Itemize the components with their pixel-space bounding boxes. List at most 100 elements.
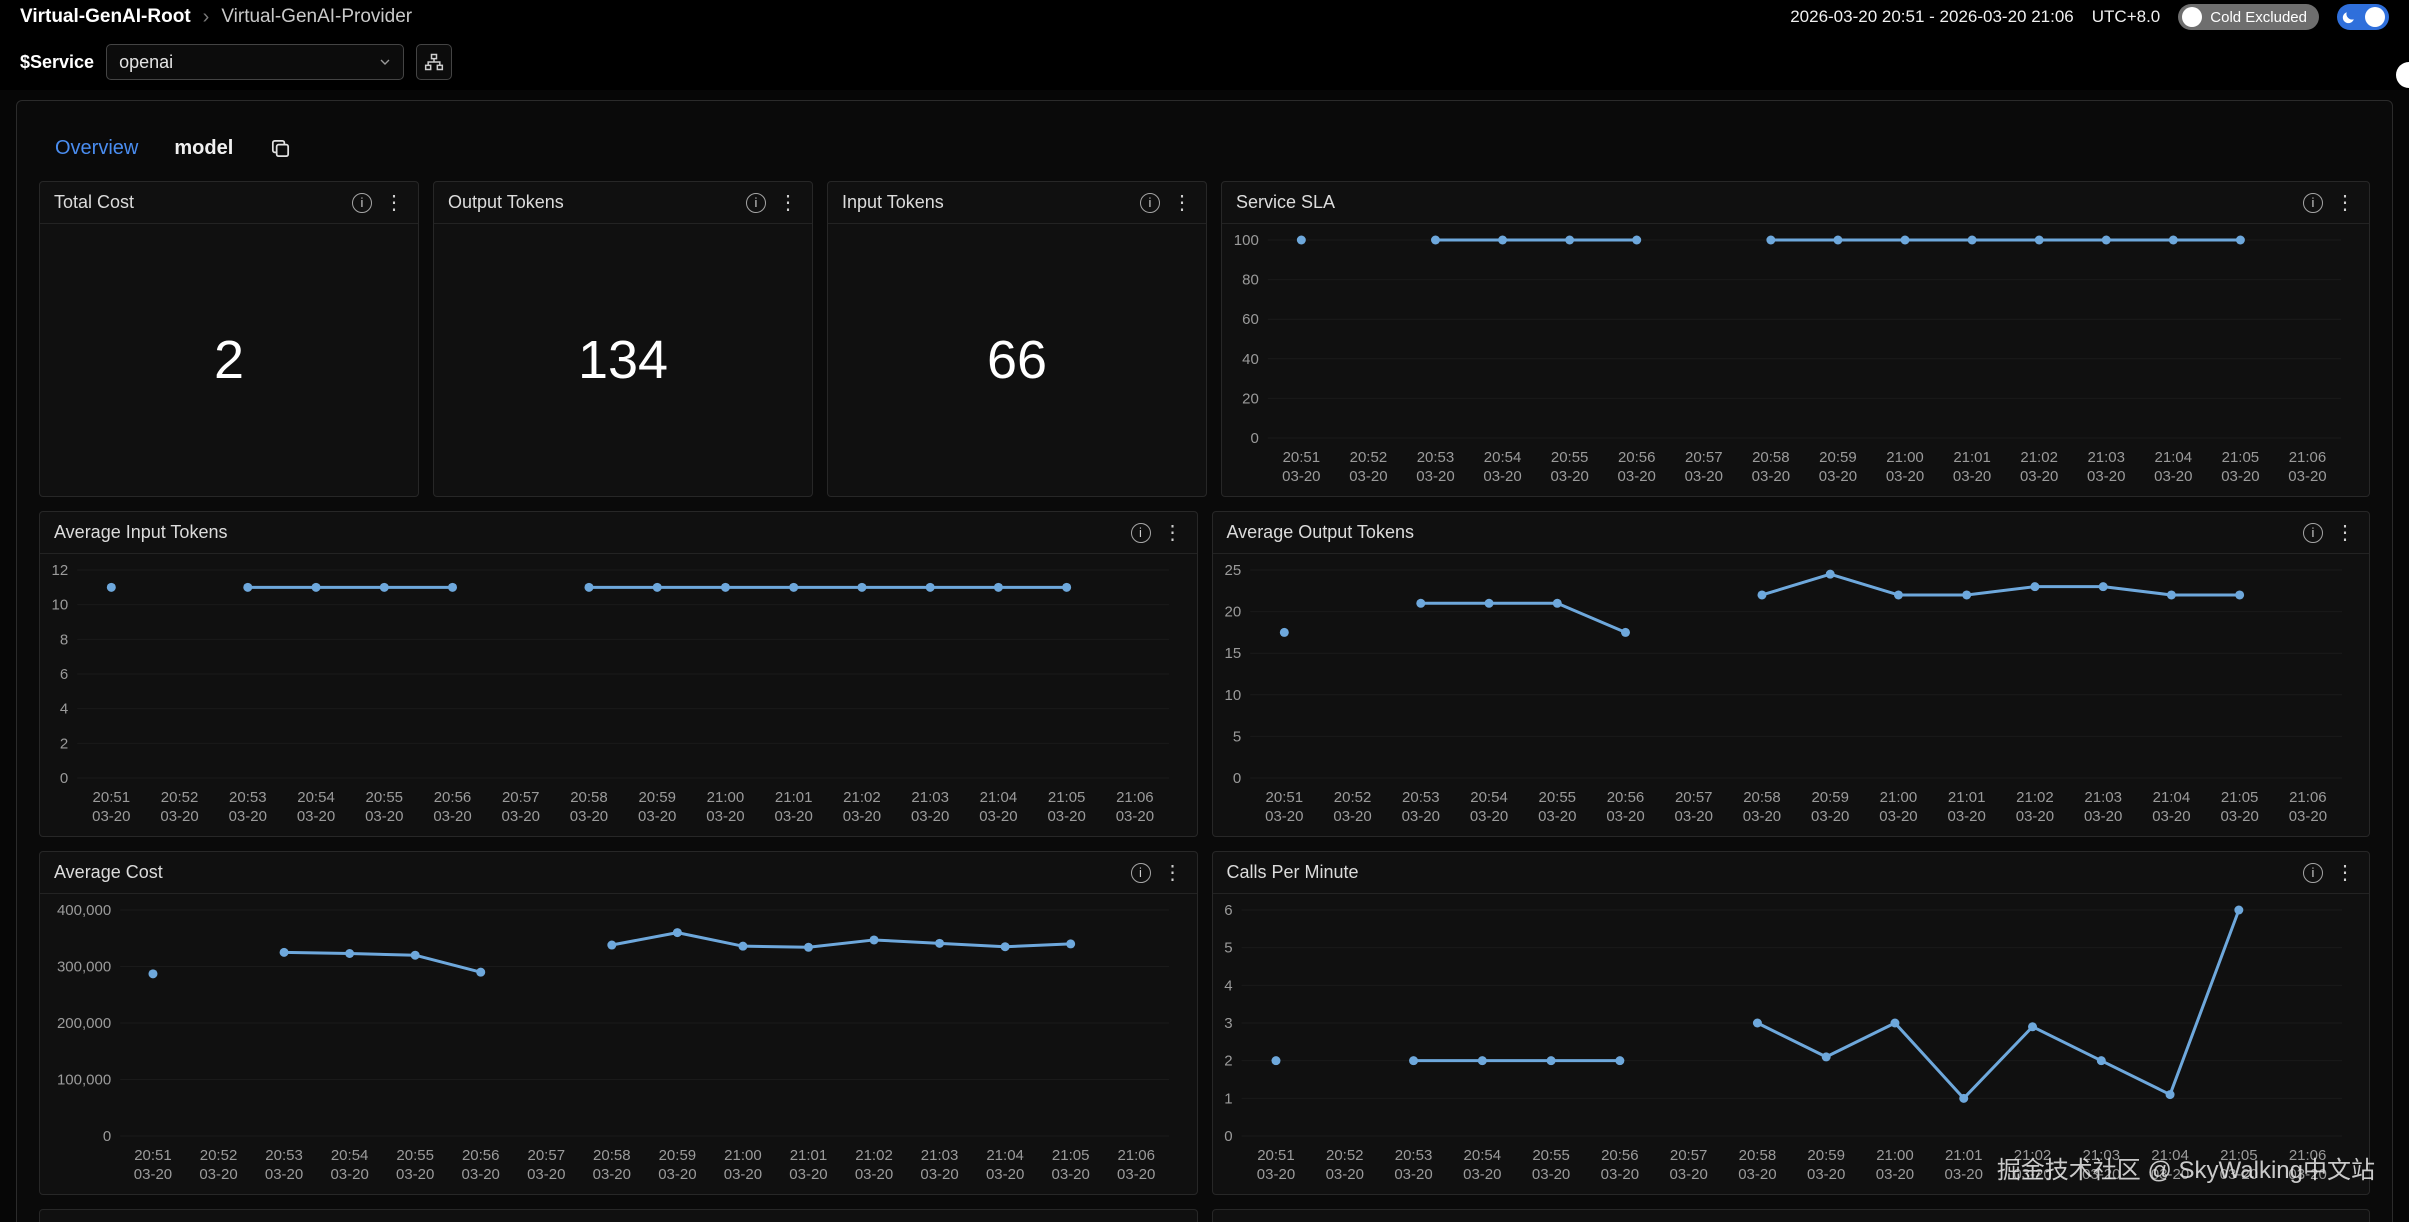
svg-text:03-20: 03-20 [1811, 808, 1849, 825]
svg-text:20:56: 20:56 [1606, 789, 1644, 806]
svg-text:300,000: 300,000 [57, 959, 111, 976]
svg-text:20:58: 20:58 [1738, 1147, 1776, 1164]
svg-text:03-20: 03-20 [365, 808, 403, 825]
copy-icon[interactable] [269, 137, 292, 160]
kebab-menu-icon[interactable]: ⋮ [1162, 521, 1183, 544]
service-select-value: openai [119, 51, 174, 72]
floating-button[interactable] [2396, 62, 2409, 88]
svg-text:20:59: 20:59 [1819, 449, 1857, 466]
tab-model[interactable]: model [174, 136, 234, 159]
svg-text:21:05: 21:05 [2220, 1147, 2258, 1164]
kebab-menu-icon[interactable]: ⋮ [2335, 191, 2355, 214]
panel-title: Average Output Tokens [1226, 522, 1414, 542]
svg-text:21:06: 21:06 [1116, 789, 1154, 806]
svg-text:21:03: 21:03 [2084, 789, 2122, 806]
info-icon[interactable]: i [2303, 192, 2323, 213]
breadcrumb-root[interactable]: Virtual-GenAI-Root [20, 6, 191, 27]
svg-text:21:05: 21:05 [1052, 1147, 1090, 1164]
info-icon[interactable]: i [2303, 862, 2323, 883]
breadcrumb-current[interactable]: Virtual-GenAI-Provider [221, 6, 413, 27]
svg-text:03-20: 03-20 [502, 808, 540, 825]
panel-average-cost: Average Cost i ⋮ 0 100,000 200,000 300,000 4… [39, 851, 1198, 1195]
svg-text:03-20: 03-20 [433, 808, 471, 825]
svg-text:03-20: 03-20 [2154, 468, 2192, 485]
svg-text:03-20: 03-20 [1738, 1166, 1776, 1183]
panel-output-tokens: Output Tokens i ⋮ 134 [433, 181, 813, 497]
svg-text:21:04: 21:04 [980, 789, 1018, 806]
topology-button[interactable] [416, 44, 453, 80]
panel-input-tokens: Input Tokens i ⋮ 66 [827, 181, 1207, 497]
svg-text:21:06: 21:06 [1117, 1147, 1155, 1164]
tab-overview[interactable]: Overview [55, 136, 139, 159]
svg-text:03-20: 03-20 [396, 1166, 434, 1183]
kebab-menu-icon[interactable]: ⋮ [1162, 861, 1183, 884]
svg-text:20:52: 20:52 [1333, 789, 1371, 806]
svg-text:80: 80 [1242, 272, 1259, 289]
svg-text:03-20: 03-20 [1483, 468, 1521, 485]
svg-text:21:02: 21:02 [843, 789, 881, 806]
kebab-menu-icon[interactable]: ⋮ [2335, 861, 2355, 884]
svg-text:20:58: 20:58 [593, 1147, 631, 1164]
svg-text:0: 0 [103, 1128, 111, 1145]
svg-text:03-20: 03-20 [2220, 808, 2258, 825]
svg-text:20:58: 20:58 [1743, 789, 1781, 806]
kebab-menu-icon[interactable]: ⋮ [2335, 521, 2355, 544]
panel-header: Total Cost i ⋮ [40, 182, 418, 224]
svg-text:03-20: 03-20 [1333, 808, 1371, 825]
svg-text:21:03: 21:03 [2087, 449, 2125, 466]
panel-calls-per-minute: Calls Per Minute i ⋮ 0 1 2 3 4 5 6 20:51 03-20 20… [1211, 851, 2370, 1195]
svg-text:2: 2 [1224, 1053, 1232, 1070]
svg-text:20:55: 20:55 [1538, 789, 1576, 806]
kebab-menu-icon[interactable]: ⋮ [384, 191, 404, 214]
svg-text:03-20: 03-20 [1047, 808, 1085, 825]
svg-text:03-20: 03-20 [297, 808, 335, 825]
svg-text:03-20: 03-20 [855, 1166, 893, 1183]
timezone-selector[interactable]: UTC+8.0 [2091, 7, 2161, 26]
info-icon[interactable]: i [1130, 862, 1151, 883]
kebab-menu-icon[interactable]: ⋮ [1172, 191, 1192, 214]
svg-text:10: 10 [52, 597, 69, 614]
panel-header: Average Cost i ⋮ [40, 852, 1197, 894]
service-select[interactable]: openai [106, 44, 405, 80]
time-range-picker[interactable]: 2026-03-20 20:51 - 2026-03-20 21:06 [1790, 7, 2074, 26]
svg-text:03-20: 03-20 [2150, 1166, 2188, 1183]
svg-text:21:05: 21:05 [2220, 789, 2258, 806]
dashboard-tabs: Overview model [39, 123, 2370, 167]
svg-text:20:54: 20:54 [1470, 789, 1508, 806]
svg-text:03-20: 03-20 [2083, 808, 2121, 825]
svg-text:03-20: 03-20 [1394, 1166, 1432, 1183]
info-icon[interactable]: i [746, 192, 766, 213]
dark-mode-toggle[interactable] [2337, 4, 2389, 30]
svg-text:03-20: 03-20 [658, 1166, 696, 1183]
svg-text:03-20: 03-20 [160, 808, 198, 825]
panel-header: Service SLA i ⋮ [1222, 182, 2369, 224]
svg-text:20:52: 20:52 [1350, 449, 1388, 466]
svg-text:20:54: 20:54 [297, 789, 335, 806]
svg-text:0: 0 [1224, 1128, 1232, 1145]
panel-row-3: Average Cost i ⋮ 0 100,000 200,000 300,000 4… [39, 851, 2370, 1195]
info-icon[interactable]: i [1140, 192, 1160, 213]
svg-text:20:57: 20:57 [1669, 1147, 1707, 1164]
cold-excluded-toggle[interactable]: Cold Excluded [2178, 4, 2319, 30]
svg-text:21:01: 21:01 [1953, 449, 1991, 466]
kebab-menu-icon[interactable]: ⋮ [778, 191, 798, 214]
svg-text:20:59: 20:59 [1807, 1147, 1845, 1164]
svg-text:4: 4 [1224, 977, 1232, 994]
svg-text:03-20: 03-20 [1669, 1166, 1707, 1183]
svg-text:20:51: 20:51 [1283, 449, 1321, 466]
panel-title: Average Input Tokens [54, 522, 228, 542]
svg-text:400,000: 400,000 [57, 902, 111, 919]
svg-text:21:05: 21:05 [2222, 449, 2260, 466]
line-chart-average-input-tokens: 0 2 4 6 8 10 12 20:51 03-20 20:52 03-20 20:53 03-20 2… [40, 554, 1197, 836]
svg-text:20:55: 20:55 [396, 1147, 434, 1164]
svg-text:03-20: 03-20 [789, 1166, 827, 1183]
info-icon[interactable]: i [1130, 522, 1151, 543]
svg-text:20:55: 20:55 [1532, 1147, 1570, 1164]
svg-text:15: 15 [1224, 645, 1241, 662]
info-icon[interactable]: i [352, 192, 372, 213]
svg-text:03-20: 03-20 [1606, 808, 1644, 825]
svg-text:21:00: 21:00 [707, 789, 745, 806]
svg-text:20:53: 20:53 [1394, 1147, 1432, 1164]
info-icon[interactable]: i [2303, 522, 2323, 543]
svg-text:03-20: 03-20 [462, 1166, 500, 1183]
